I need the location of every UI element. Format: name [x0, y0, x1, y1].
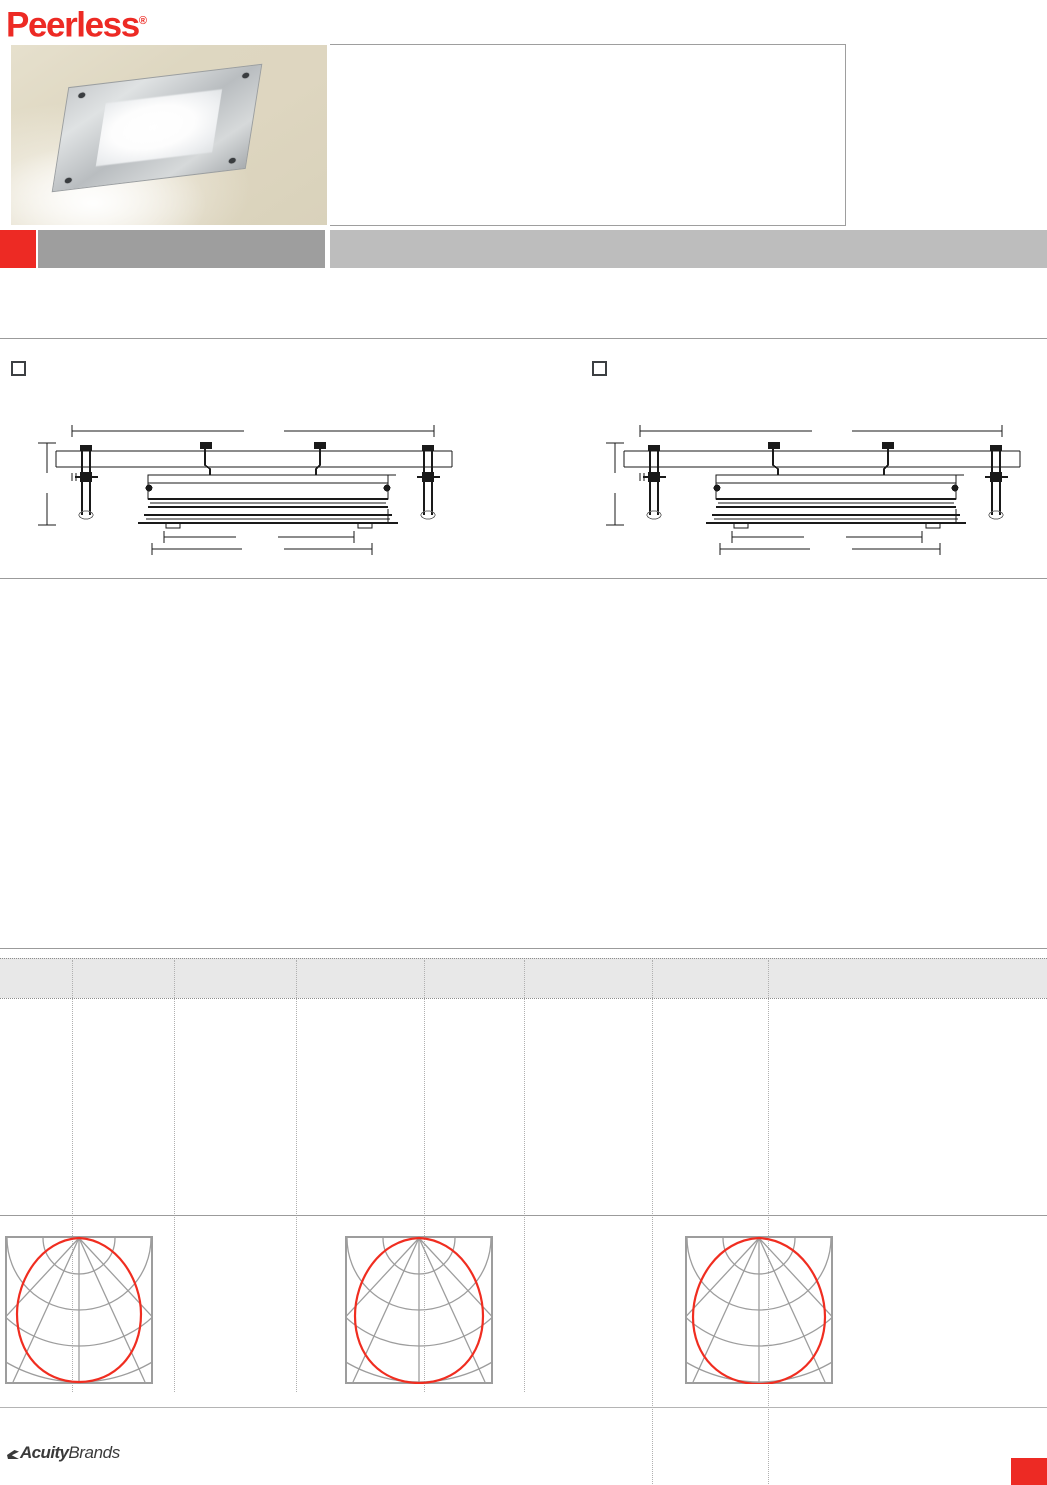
- section-divider-dimensions-bottom: [0, 578, 1047, 579]
- table-header-top-border: [0, 958, 1047, 959]
- primary-color-band: [38, 230, 325, 268]
- secondary-color-band: [330, 230, 1047, 268]
- brands-mark: Brands: [68, 1443, 120, 1462]
- table-column-divider: [296, 960, 297, 1392]
- table-column-divider: [652, 960, 653, 1485]
- table-column-divider: [424, 960, 425, 1392]
- acuity-mark: Acuity: [20, 1443, 69, 1462]
- polar-candela-plot-1: [5, 1236, 153, 1384]
- section-divider-table-top: [0, 948, 1047, 949]
- table-header-bottom-border: [0, 998, 1047, 999]
- peerless-brand-logo: Peerless®: [6, 2, 147, 45]
- footer-accent-square: [1011, 1458, 1047, 1485]
- product-photo: [11, 45, 327, 225]
- table-column-divider: [768, 960, 769, 1485]
- technical-drawing-left: [20, 415, 500, 555]
- polar-candela-plot-3: [685, 1236, 833, 1384]
- table-column-divider: [524, 960, 525, 1392]
- polar-candela-plot-2: [345, 1236, 493, 1384]
- accent-color-band: [0, 230, 36, 268]
- specification-table: [0, 958, 1047, 1485]
- section-divider-photometrics-top: [0, 1215, 1047, 1216]
- product-info-panel: [330, 44, 846, 226]
- dimension-marker-right[interactable]: [592, 361, 607, 376]
- acuity-brands-logo: AcuityBrands: [7, 1443, 120, 1463]
- table-column-divider: [72, 960, 73, 1392]
- brand-name: Peerless: [6, 5, 140, 45]
- registered-trademark-icon: ®: [138, 15, 147, 27]
- dimension-marker-left[interactable]: [11, 361, 26, 376]
- technical-drawing-right: [588, 415, 1047, 555]
- table-column-divider: [174, 960, 175, 1392]
- section-divider-dimensions-top: [0, 338, 1047, 339]
- luminaire-illustration: [51, 63, 263, 193]
- acuity-swoosh-icon: [7, 1450, 19, 1459]
- candela-curve: [691, 1236, 827, 1384]
- candela-curve: [15, 1236, 143, 1384]
- candela-curve: [353, 1236, 485, 1384]
- section-divider-footer-top: [0, 1407, 1047, 1408]
